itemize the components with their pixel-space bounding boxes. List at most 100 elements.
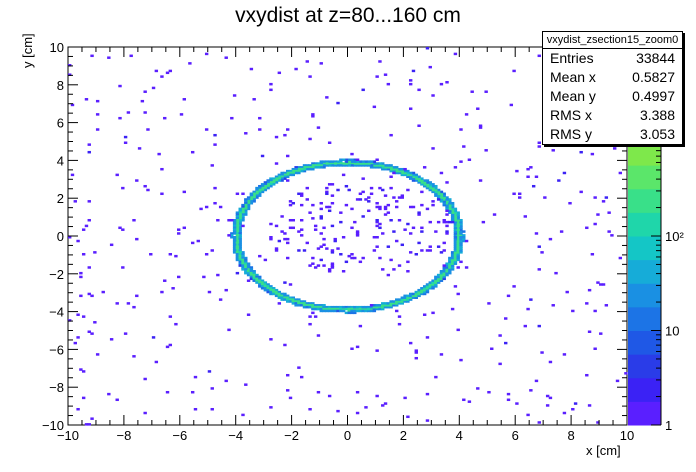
histogram-bin bbox=[378, 166, 382, 169]
histogram-bin bbox=[406, 188, 410, 192]
histogram-bin bbox=[160, 75, 164, 78]
histogram-bin bbox=[246, 270, 251, 273]
histogram-bin bbox=[193, 375, 198, 379]
histogram-bin bbox=[288, 171, 293, 175]
histogram-bin bbox=[512, 285, 516, 288]
histogram-bin bbox=[188, 62, 192, 65]
stats-value: 3.053 bbox=[639, 126, 675, 142]
histogram-bin bbox=[238, 264, 242, 267]
histogram-bin bbox=[311, 304, 315, 307]
histogram-bin bbox=[367, 196, 371, 199]
histogram-bin bbox=[258, 277, 262, 281]
histogram-bin bbox=[425, 181, 430, 184]
histogram-bin bbox=[339, 160, 343, 163]
histogram-bin bbox=[445, 273, 449, 277]
histogram-bin bbox=[84, 224, 89, 228]
histogram-bin bbox=[453, 215, 458, 218]
histogram-bin bbox=[459, 218, 463, 222]
histogram-bin bbox=[241, 218, 245, 222]
histogram-bin bbox=[389, 186, 393, 190]
histogram-bin bbox=[297, 366, 301, 369]
histogram-bin bbox=[286, 154, 290, 158]
histogram-bin bbox=[448, 200, 452, 203]
stats-value: 0.4997 bbox=[632, 88, 675, 104]
histogram-bin bbox=[417, 290, 421, 294]
histogram-bin bbox=[456, 228, 460, 231]
histogram-bin bbox=[350, 226, 354, 230]
histogram-bin bbox=[383, 304, 388, 307]
histogram-bin bbox=[361, 164, 365, 167]
histogram-bin bbox=[235, 241, 240, 245]
histogram-bin bbox=[294, 302, 298, 305]
histogram-bin bbox=[263, 186, 268, 190]
histogram-bin bbox=[322, 166, 326, 169]
histogram-bin bbox=[160, 192, 164, 196]
histogram-bin bbox=[325, 162, 329, 165]
histogram-bin bbox=[369, 162, 374, 165]
histogram-bin bbox=[344, 305, 349, 309]
histogram-bin bbox=[436, 275, 441, 279]
histogram-bin bbox=[249, 67, 254, 71]
histogram-bin bbox=[439, 353, 444, 356]
histogram-bin bbox=[364, 309, 368, 313]
histogram-bin bbox=[403, 294, 407, 298]
histogram-bin bbox=[378, 304, 382, 307]
histogram-bin bbox=[369, 192, 374, 196]
histogram-bin bbox=[386, 203, 391, 207]
histogram-bin bbox=[246, 198, 251, 201]
histogram-bin bbox=[456, 249, 460, 252]
histogram-bin bbox=[425, 249, 430, 252]
histogram-bin bbox=[355, 232, 360, 235]
histogram-bin bbox=[422, 285, 427, 288]
histogram-bin bbox=[372, 249, 377, 252]
histogram-bin bbox=[272, 179, 276, 182]
histogram-bin bbox=[244, 383, 248, 386]
histogram-bin bbox=[232, 251, 237, 254]
histogram-bin bbox=[277, 175, 282, 179]
histogram-bin bbox=[305, 241, 309, 245]
histogram-bin bbox=[403, 296, 407, 299]
histogram-bin bbox=[400, 169, 404, 173]
histogram-bin bbox=[386, 211, 391, 214]
histogram-bin bbox=[453, 239, 458, 243]
histogram-bin bbox=[381, 305, 385, 309]
histogram-bin bbox=[294, 298, 298, 301]
histogram-bin bbox=[210, 249, 214, 252]
histogram-bin bbox=[375, 349, 379, 352]
palette-segment bbox=[628, 354, 661, 379]
histogram-bin bbox=[316, 164, 321, 167]
histogram-bin bbox=[378, 186, 382, 190]
histogram-bin bbox=[395, 166, 399, 169]
histogram-bin bbox=[414, 349, 418, 352]
histogram-bin bbox=[137, 147, 142, 150]
histogram-bin bbox=[341, 164, 346, 167]
histogram-bin bbox=[434, 283, 438, 286]
histogram-bin bbox=[129, 54, 133, 58]
histogram-bin bbox=[238, 260, 242, 264]
histogram-bin bbox=[400, 302, 404, 305]
histogram-bin bbox=[378, 222, 382, 226]
histogram-bin bbox=[258, 283, 262, 286]
histogram-bin bbox=[436, 198, 441, 201]
histogram-bin bbox=[235, 251, 240, 254]
histogram-bin bbox=[341, 305, 346, 309]
histogram-bin bbox=[397, 167, 402, 171]
histogram-bin bbox=[241, 262, 245, 265]
histogram-bin bbox=[330, 183, 335, 186]
histogram-bin bbox=[420, 290, 424, 294]
histogram-bin bbox=[456, 266, 460, 269]
histogram-bin bbox=[397, 169, 402, 173]
histogram-bin bbox=[367, 309, 371, 313]
histogram-bin bbox=[241, 254, 245, 258]
histogram-bin bbox=[308, 302, 312, 305]
histogram-bin bbox=[325, 305, 329, 309]
histogram-bin bbox=[238, 211, 242, 214]
histogram-bin bbox=[459, 245, 463, 248]
histogram-bin bbox=[408, 296, 413, 299]
histogram-bin bbox=[252, 275, 256, 279]
histogram-bin bbox=[389, 164, 393, 167]
histogram-bin bbox=[87, 292, 91, 296]
histogram-bin bbox=[453, 207, 458, 211]
histogram-bin bbox=[439, 196, 444, 199]
histogram-bin bbox=[235, 215, 240, 218]
